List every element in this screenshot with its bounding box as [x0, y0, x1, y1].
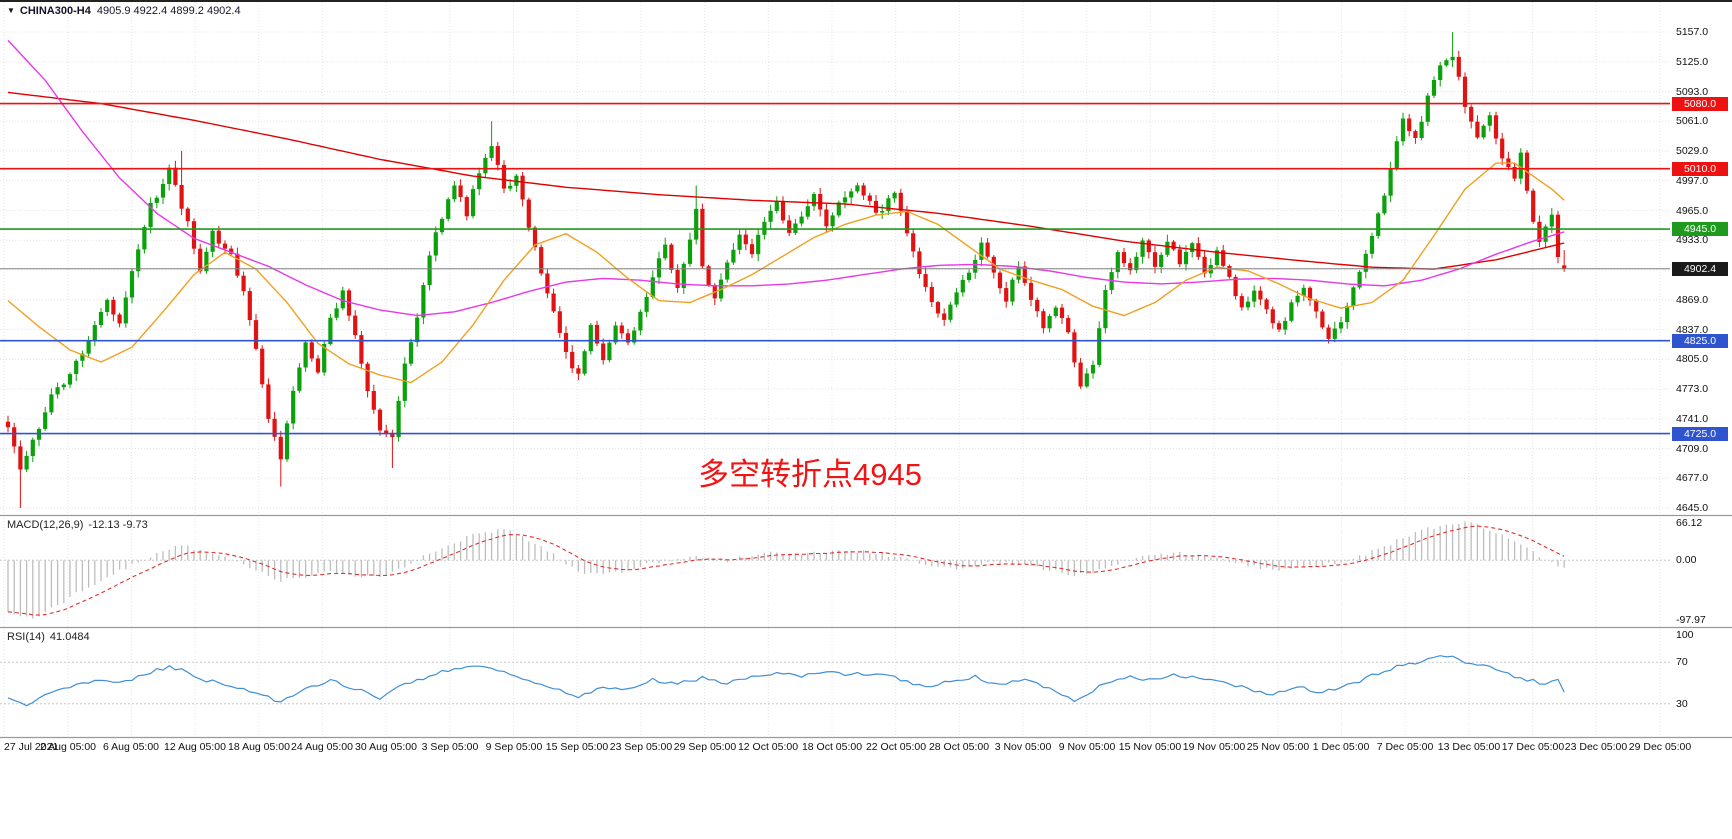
trading-chart-window: ▼ CHINA300-H4 4905.9 4922.4 4899.2 4902.4 … — [0, 0, 1732, 839]
chart-canvas[interactable] — [0, 0, 1732, 839]
